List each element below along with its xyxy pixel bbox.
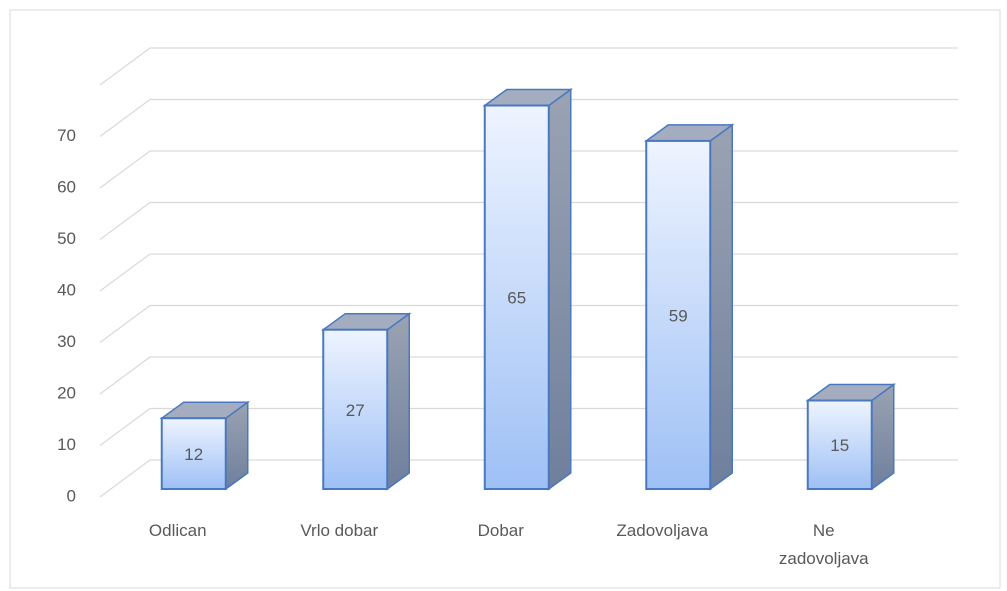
y-tick-label: 40 [57,280,76,299]
x-tick-label: Odlican [148,521,207,540]
y-tick-label: 0 [67,486,76,505]
y-tick-label: 20 [57,383,76,402]
bar [482,88,574,491]
y-tick-label: 30 [57,332,76,351]
value-label: 15 [830,436,849,455]
x-tick-label: Ne zadovoljava [778,521,869,568]
grid-line [99,47,958,86]
x-tick-label: Dobar [477,521,524,540]
bar-side [709,123,733,491]
bar-front [645,139,712,490]
bar-front [160,417,227,491]
bar-front [322,328,389,491]
y-tick-label: 60 [57,177,76,196]
bar [320,312,412,491]
bar-side [548,88,572,491]
y-tick-label: 70 [57,126,76,145]
bar-side [871,383,895,491]
x-tick-label: Vrlo dobar [300,521,379,540]
bar-front [806,399,873,490]
value-label: 65 [507,289,526,308]
chart-frame [9,9,1001,589]
value-label: 27 [346,401,365,420]
x-tick-label: Zadovoljava [616,521,709,540]
bar-front [483,104,550,490]
bar-side [386,312,410,491]
bar [159,400,251,491]
y-tick-label: 50 [57,229,76,248]
grid-line [99,98,958,137]
value-label: 59 [669,306,688,325]
y-tick-label: 10 [57,435,76,454]
value-label: 12 [184,445,203,464]
bar [643,123,735,491]
bar [805,383,897,491]
